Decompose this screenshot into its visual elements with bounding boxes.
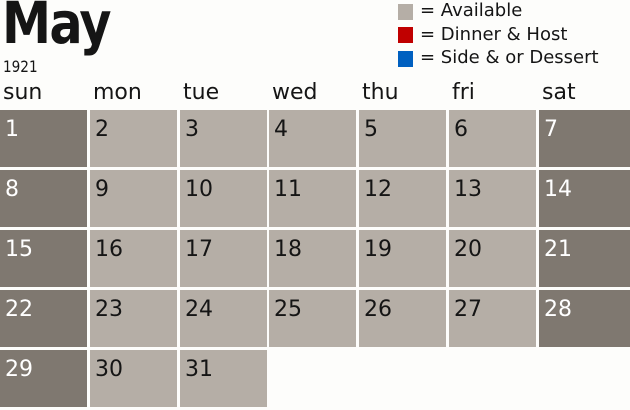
day-cell-24[interactable]: 24 xyxy=(180,290,267,347)
day-cell-25[interactable]: 25 xyxy=(269,290,356,347)
day-cell-3[interactable]: 3 xyxy=(180,110,267,167)
day-cell-19[interactable]: 19 xyxy=(359,230,446,287)
legend-item-side-dessert: = Side & or Dessert xyxy=(398,47,599,71)
legend-label: = Available xyxy=(420,0,523,22)
dinner-host-swatch xyxy=(398,27,413,44)
legend: = Available = Dinner & Host = Side & or … xyxy=(398,0,599,71)
day-cell-2[interactable]: 2 xyxy=(90,110,177,167)
day-cell-4[interactable]: 4 xyxy=(269,110,356,167)
weekday-header-fri: fri xyxy=(452,80,475,105)
day-cell-5[interactable]: 5 xyxy=(359,110,446,167)
day-cell-20[interactable]: 20 xyxy=(449,230,536,287)
day-cell-26[interactable]: 26 xyxy=(359,290,446,347)
day-cell-30[interactable]: 30 xyxy=(90,350,177,407)
day-cell-31[interactable]: 31 xyxy=(180,350,267,407)
legend-label: = Dinner & Host xyxy=(420,23,568,45)
day-cell-15[interactable]: 15 xyxy=(0,230,87,287)
weekday-header-tue: tue xyxy=(183,80,220,105)
day-cell-12[interactable]: 12 xyxy=(359,170,446,227)
available-swatch xyxy=(398,3,413,20)
legend-item-dinner-host: = Dinner & Host xyxy=(398,24,599,48)
day-cell-17[interactable]: 17 xyxy=(180,230,267,287)
weekday-header-mon: mon xyxy=(93,80,142,105)
day-cell-21[interactable]: 21 xyxy=(539,230,630,287)
day-cell-6[interactable]: 6 xyxy=(449,110,536,167)
legend-label: = Side & or Dessert xyxy=(420,47,599,69)
weekday-header-sun: sun xyxy=(3,80,43,105)
day-cell-16[interactable]: 16 xyxy=(90,230,177,287)
day-cell-1[interactable]: 1 xyxy=(0,110,87,167)
day-cell-13[interactable]: 13 xyxy=(449,170,536,227)
side-dessert-swatch xyxy=(398,50,413,67)
legend-item-available: = Available xyxy=(398,0,599,24)
day-cell-11[interactable]: 11 xyxy=(269,170,356,227)
day-cell-8[interactable]: 8 xyxy=(0,170,87,227)
year-label: 1921 xyxy=(3,57,38,76)
day-cell-7[interactable]: 7 xyxy=(539,110,630,167)
day-cell-9[interactable]: 9 xyxy=(90,170,177,227)
day-cell-22[interactable]: 22 xyxy=(0,290,87,347)
day-cell-27[interactable]: 27 xyxy=(449,290,536,347)
month-title: May xyxy=(2,0,112,57)
day-cell-23[interactable]: 23 xyxy=(90,290,177,347)
weekday-header-wed: wed xyxy=(272,80,318,105)
day-cell-28[interactable]: 28 xyxy=(539,290,630,347)
day-cell-10[interactable]: 10 xyxy=(180,170,267,227)
day-cell-29[interactable]: 29 xyxy=(0,350,87,407)
day-cell-18[interactable]: 18 xyxy=(269,230,356,287)
day-cell-14[interactable]: 14 xyxy=(539,170,630,227)
weekday-header-sat: sat xyxy=(542,80,576,105)
weekday-header-thu: thu xyxy=(362,80,399,105)
